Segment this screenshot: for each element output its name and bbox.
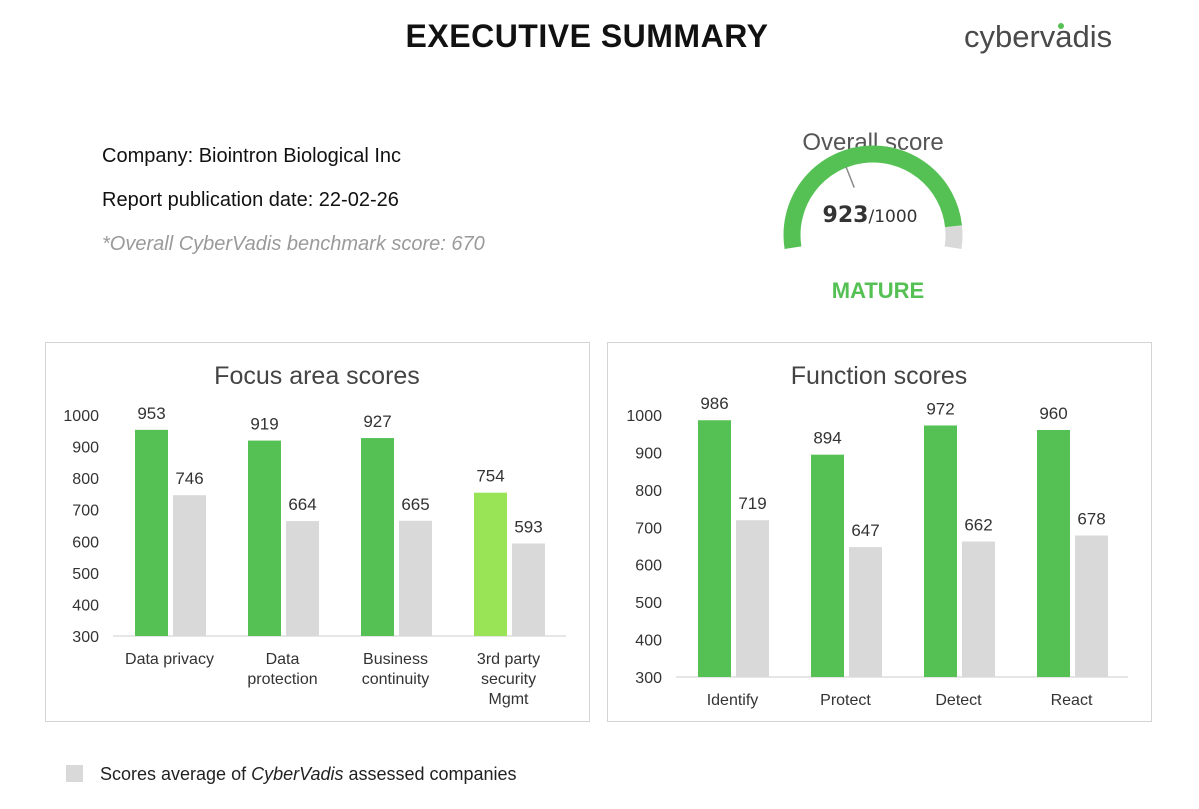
legend-swatch-average	[66, 765, 83, 782]
data-label-average: 746	[175, 469, 203, 488]
data-label-company: 972	[926, 399, 954, 418]
chart-title: Focus area scores	[214, 362, 420, 390]
data-label-average: 647	[851, 521, 879, 540]
y-tick-label: 900	[72, 440, 99, 457]
bar-average-score	[399, 520, 432, 636]
y-tick-label: 400	[72, 597, 99, 614]
bar-average-score	[849, 547, 882, 677]
bar-company-score	[135, 429, 168, 636]
y-tick-label: 600	[635, 558, 662, 575]
overall-score-gauge: Overall score 923/1000 MATURE	[783, 129, 963, 303]
x-tick-label: Identify	[707, 692, 759, 709]
data-label-average: 665	[401, 495, 429, 514]
data-label-company: 919	[250, 415, 278, 434]
data-label-company: 986	[700, 394, 728, 413]
x-tick-label: Business	[363, 651, 428, 668]
data-label-company: 927	[363, 412, 391, 431]
bar-average-score	[512, 543, 545, 636]
x-tick-label: Detect	[935, 692, 982, 709]
data-label-average: 664	[288, 495, 316, 514]
company-name: Company: Biointron Biological Inc	[102, 145, 402, 167]
y-tick-label: 500	[72, 566, 99, 583]
data-label-company: 960	[1039, 404, 1067, 423]
legend-text-before: Scores average of	[100, 764, 252, 784]
data-label-average: 719	[738, 494, 766, 513]
legend-brand: CyberVadis	[251, 764, 344, 784]
y-tick-label: 1000	[626, 408, 662, 425]
bar-average-score	[286, 521, 319, 636]
publication-date: Report publication date: 22-02-26	[102, 189, 399, 211]
x-tick-label: protection	[247, 671, 317, 688]
bar-company-score	[924, 425, 957, 677]
overall-score-max: /1000	[868, 207, 917, 227]
bar-company-score	[698, 420, 731, 677]
x-tick-label: React	[1051, 692, 1093, 709]
benchmark-score: *Overall CyberVadis benchmark score: 670	[102, 233, 485, 255]
logo-dot-icon	[1058, 23, 1064, 29]
focus-area-chart-panel: Focus area scores 300 400 500 600 700 800 900 10…	[45, 342, 590, 722]
x-tick-label: Mgmt	[489, 691, 530, 708]
focus-area-chart: Focus area scores 300 400 500 600 700 800 900 10…	[63, 362, 566, 708]
chart-title: Function scores	[791, 362, 967, 390]
bar-average-score	[962, 541, 995, 677]
function-chart: Function scores 300 400 500 600 700 800 900 1000…	[626, 362, 1128, 709]
y-tick-label: 300	[72, 629, 99, 646]
data-label-company: 894	[813, 429, 841, 448]
bar-average-score	[1075, 535, 1108, 677]
x-tick-label: Protect	[820, 692, 871, 709]
y-tick-label: 700	[72, 503, 99, 520]
x-tick-label: Data privacy	[125, 651, 214, 668]
overall-score-number: 923	[823, 203, 869, 228]
bar-company-score	[1037, 429, 1070, 677]
bar-company-score	[248, 440, 281, 636]
x-tick-label: 3rd party	[477, 651, 540, 668]
gauge-fill	[783, 145, 962, 249]
function-chart-panel: Function scores 300 400 500 600 700 800 900 1000…	[607, 342, 1152, 722]
legend-text-after: assessed companies	[343, 764, 517, 784]
overall-score-value: 923/1000	[823, 203, 918, 228]
maturity-level: MATURE	[832, 278, 924, 303]
y-tick-label: 700	[635, 520, 662, 537]
y-tick-label: 900	[635, 445, 662, 462]
bar-company-score	[361, 438, 394, 636]
data-label-company: 953	[137, 404, 165, 423]
gauge-track	[944, 225, 963, 249]
chart-legend: Scores average of CyberVadis assessed co…	[66, 764, 517, 785]
bar-average-score	[173, 495, 206, 636]
data-label-average: 678	[1077, 510, 1105, 529]
logo-text: cybervadis	[964, 19, 1112, 54]
cybervadis-logo: cybervadis	[964, 19, 1112, 54]
x-tick-label: continuity	[362, 671, 430, 688]
x-tick-label: security	[481, 671, 536, 688]
data-label-average: 593	[514, 517, 542, 536]
bar-company-score	[811, 454, 844, 677]
y-tick-label: 1000	[63, 408, 99, 425]
bar-company-score	[474, 492, 507, 636]
y-tick-label: 800	[635, 483, 662, 500]
y-tick-label: 800	[72, 471, 99, 488]
page-title: EXECUTIVE SUMMARY	[405, 18, 769, 54]
data-label-average: 662	[964, 516, 992, 535]
bar-average-score	[736, 520, 769, 677]
gauge-needle	[845, 166, 855, 188]
y-tick-label: 300	[635, 670, 662, 687]
y-tick-label: 600	[72, 534, 99, 551]
y-tick-label: 500	[635, 595, 662, 612]
data-label-company: 754	[476, 467, 504, 486]
x-tick-label: Data	[266, 651, 300, 668]
y-tick-label: 400	[635, 633, 662, 650]
